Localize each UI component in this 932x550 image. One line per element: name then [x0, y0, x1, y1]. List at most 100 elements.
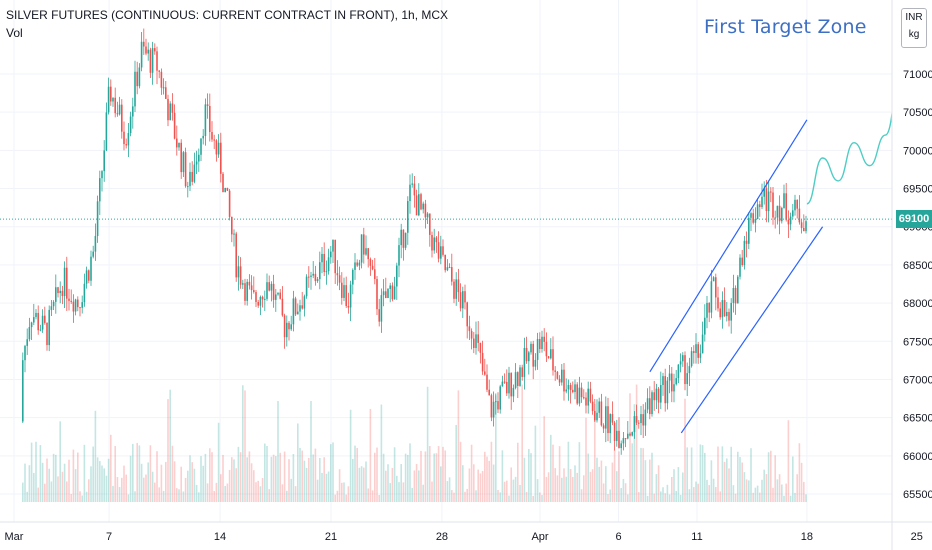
candle-body [323, 253, 325, 273]
volume-bar [114, 446, 116, 502]
volume-bar [721, 446, 724, 502]
candle-body [268, 282, 270, 291]
candle-body [563, 369, 565, 392]
target-zone-annotation[interactable]: First Target Zone [704, 16, 867, 38]
candle-body [147, 49, 149, 54]
volume-bar [387, 464, 389, 502]
candle-body [763, 188, 765, 197]
volume-bar [591, 469, 594, 502]
volume-bar [803, 481, 805, 502]
volume-bar [598, 466, 600, 502]
candle-body [290, 324, 292, 330]
volume-bar [794, 492, 796, 502]
y-tick-label: 66000 [903, 451, 932, 463]
candle-body [162, 87, 165, 89]
volume-bar [611, 462, 614, 502]
candle-body [85, 270, 88, 284]
volume-bar [547, 472, 550, 502]
volume-bar [369, 408, 372, 502]
channel-line-lower[interactable] [680, 226, 824, 434]
volume-bar [530, 453, 532, 502]
candle-body [684, 355, 686, 385]
volume-bar [671, 477, 673, 502]
candle-body [690, 351, 693, 367]
time-axis-panel[interactable] [0, 522, 932, 550]
volume-bar [578, 442, 581, 502]
volume-bar [624, 483, 627, 502]
channel-line-upper[interactable] [649, 119, 808, 373]
volume-bar [451, 490, 453, 502]
price-axis-panel[interactable] [892, 0, 932, 550]
volume-bar [638, 492, 640, 502]
volume-bar [57, 476, 59, 502]
volume-bar [378, 494, 380, 502]
volume-bar [503, 481, 506, 502]
volume-bar [213, 490, 215, 502]
candle-body [57, 287, 59, 294]
candle-body [530, 343, 532, 353]
candle-body [327, 257, 330, 272]
candle-body [220, 142, 222, 174]
volume-bar [235, 468, 237, 502]
volume-bar [528, 448, 530, 502]
volume-bar [706, 479, 708, 502]
volume-bar [402, 482, 405, 502]
candle-body [440, 246, 442, 259]
candle-body [215, 140, 218, 155]
volume-bar [226, 483, 229, 502]
candle-body [514, 372, 517, 388]
volume-bar [607, 494, 609, 502]
volume-bar [572, 476, 574, 502]
candle-body [567, 385, 570, 390]
candle-body [730, 302, 732, 321]
candle-body [233, 233, 235, 235]
candle-body [754, 219, 757, 223]
volume-bar [77, 452, 79, 502]
volume-bar [138, 445, 141, 502]
volume-bar [470, 444, 473, 502]
time-axis: Mar 7 14 21 28 Apr 6 11 18 25 [0, 521, 932, 543]
candle-body [743, 240, 746, 266]
candle-body [420, 194, 422, 210]
volume-bar [389, 483, 391, 502]
volume-bar [532, 495, 534, 502]
volume-indicator-label[interactable]: Vol [6, 26, 23, 40]
candle-body [259, 296, 262, 306]
volume-bar [336, 490, 339, 502]
candle-body [556, 371, 559, 379]
candle-body [512, 387, 515, 397]
volume-bar [244, 390, 246, 502]
volume-bar [565, 476, 567, 502]
volume-bar [385, 470, 387, 502]
candle-body [503, 381, 506, 383]
volume-bar [644, 460, 647, 502]
volume-bar [723, 461, 726, 502]
volume-bar [321, 472, 323, 502]
candle-body [204, 104, 207, 136]
unit-selector[interactable]: INR kg [901, 8, 927, 48]
volume-bar [136, 442, 138, 502]
candle-body [363, 234, 365, 255]
candle-body [642, 414, 644, 426]
price-axis: 7100070500700006950069000685006800067500… [891, 0, 932, 550]
volume-bar [217, 422, 220, 502]
candle-body [561, 369, 563, 383]
volume-bar [123, 465, 125, 502]
volume-bar [393, 447, 396, 502]
volume-bar [684, 398, 686, 502]
candle-body [371, 265, 374, 270]
volume-bar [477, 469, 479, 502]
volume-bar [376, 447, 378, 502]
volume-bar [580, 489, 583, 502]
candle-body [739, 257, 741, 277]
volume-bar [312, 454, 314, 502]
candle-body [651, 392, 653, 415]
candle-body [112, 97, 114, 102]
volume-bar [279, 452, 281, 502]
volume-bar [72, 449, 75, 502]
volume-bar [770, 450, 772, 502]
volume-bar [616, 471, 618, 502]
candle-body [356, 262, 358, 266]
symbol-title[interactable]: SILVER FUTURES (CONTINUOUS: CURRENT CONT… [6, 8, 449, 22]
